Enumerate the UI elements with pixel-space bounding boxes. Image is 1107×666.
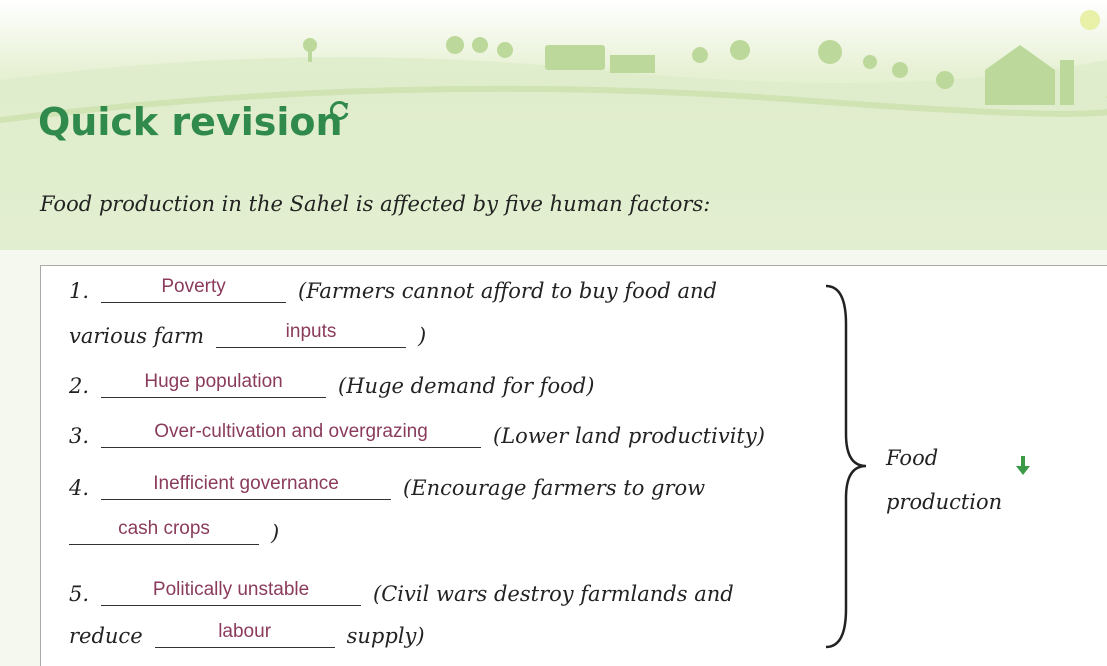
intro-text: Food production in the Sahel is affected… [40, 192, 710, 216]
item-line: 5. Politically unstable (Civil wars destro… [69, 579, 734, 606]
item-line: cash crops) [69, 518, 279, 545]
answer-blank: Poverty [101, 276, 286, 303]
item-line: various farm inputs) [69, 321, 426, 348]
item-text: ) [418, 324, 426, 348]
item-text: (Civil wars destroy farmlands and [373, 582, 734, 606]
item-line: reduce labour supply) [69, 621, 425, 648]
item-text: (Farmers cannot afford to buy food and [298, 279, 717, 303]
answer-blank: labour [155, 621, 335, 648]
item-text: ) [271, 521, 279, 545]
item-text: (Huge demand for food) [338, 374, 594, 398]
item-line: 4. Inefficient governance (Encourage farme… [69, 473, 705, 500]
answer-blank: Inefficient governance [101, 473, 391, 500]
item-text: 4. [69, 476, 89, 500]
item-line: 3. Over-cultivation and overgrazing (Lower… [69, 421, 765, 448]
answer-blank: inputs [216, 321, 406, 348]
answer-blank: Huge population [101, 371, 326, 398]
item-text: (Lower land productivity) [493, 424, 765, 448]
item-text: 2. [69, 374, 89, 398]
item-text: (Encourage farmers to grow [403, 476, 705, 500]
answer-blank: Politically unstable [101, 579, 361, 606]
item-text: 5. [69, 582, 89, 606]
item-line: 2. Huge population (Huge demand for food) [69, 371, 594, 398]
page: Quick revision Food production in the Sa… [0, 0, 1107, 665]
refresh-icon [328, 98, 352, 122]
item-text: reduce [69, 624, 143, 648]
item-text: various farm [69, 324, 204, 348]
brace [821, 284, 871, 649]
item-text: 3. [69, 424, 89, 448]
section-title: Quick revision [38, 100, 343, 144]
answer-blank: Over-cultivation and overgrazing [101, 421, 481, 448]
item-text: 1. [69, 279, 89, 303]
down-arrow [1016, 456, 1030, 476]
item-text: supply) [347, 624, 425, 648]
result-word: production [886, 480, 1002, 524]
result-word: Food [886, 436, 1002, 480]
item-line: 1. Poverty (Farmers cannot afford to buy f… [69, 276, 717, 303]
answer-blank: cash crops [69, 518, 259, 545]
